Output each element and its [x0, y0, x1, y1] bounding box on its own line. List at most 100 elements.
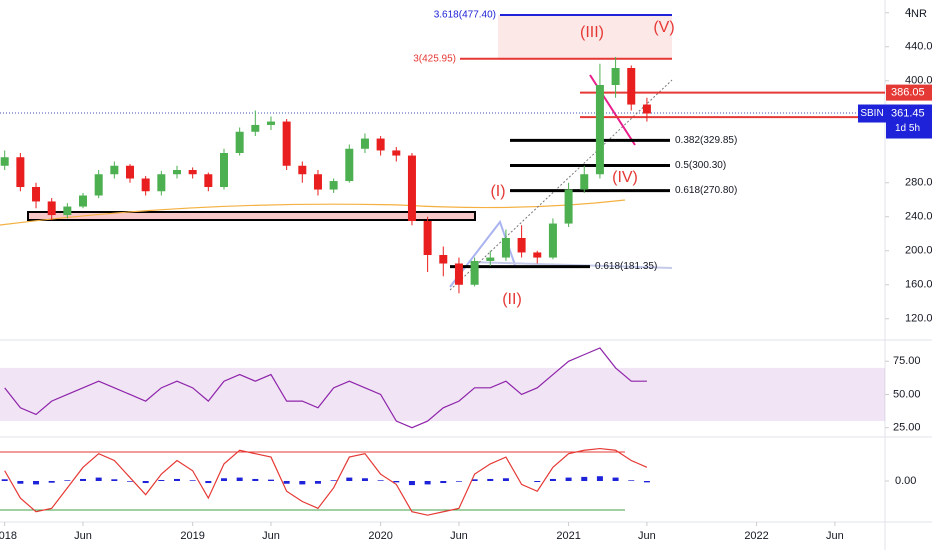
- candle-body: [627, 68, 636, 105]
- candle-body: [110, 165, 119, 175]
- histogram-bar: [17, 481, 24, 484]
- histogram-bar: [158, 479, 165, 481]
- candle-body: [47, 201, 56, 216]
- histogram-bar: [299, 481, 306, 485]
- fib-label: 3(425.95): [413, 53, 456, 64]
- histogram-bar: [80, 478, 87, 481]
- candle-body: [564, 189, 573, 224]
- candle-body: [517, 238, 526, 253]
- candle-body: [173, 170, 181, 175]
- histogram-bar: [471, 479, 478, 481]
- wave-label: (V): [653, 19, 674, 36]
- x-tick-label: 2018: [0, 530, 17, 542]
- candle-body: [611, 68, 620, 85]
- histogram-bar: [220, 478, 227, 481]
- y-tick-label: 50.00: [893, 388, 921, 400]
- x-tick-label: Jun: [826, 530, 844, 542]
- candle-body: [439, 255, 448, 264]
- histogram-bar: [314, 481, 321, 484]
- histogram-bar: [236, 477, 243, 481]
- price-tag-label: 386.05: [891, 87, 925, 99]
- y-tick-label: 200.00: [905, 245, 932, 257]
- candle-body: [157, 174, 166, 192]
- candle-body: [345, 148, 354, 182]
- x-tick-label: Jun: [450, 530, 468, 542]
- histogram-bar: [48, 481, 55, 483]
- candle-body: [282, 121, 291, 166]
- y-tick-label: 75.00: [893, 355, 921, 367]
- histogram-bar: [455, 481, 462, 482]
- histogram-bar: [487, 478, 494, 481]
- candle-body: [16, 157, 25, 187]
- histogram-bar: [408, 481, 415, 486]
- y-tick-label: 25.00: [893, 422, 921, 434]
- x-tick-label: Jun: [74, 530, 92, 542]
- x-tick-label: 2022: [744, 530, 768, 542]
- candle-body: [141, 178, 150, 192]
- countdown: 1d 5h: [895, 123, 920, 134]
- wave-label: (IV): [612, 169, 638, 186]
- histogram-bar: [502, 478, 509, 481]
- y-tick-label: 280.00: [905, 177, 932, 189]
- candle-body: [251, 124, 260, 132]
- fib-label: 0.382(329.85): [675, 135, 737, 146]
- moving-average: [0, 199, 626, 226]
- x-tick-label: 2021: [556, 530, 580, 542]
- candle-body: [548, 223, 557, 258]
- candle-body: [63, 206, 72, 216]
- x-tick-label: Jun: [262, 530, 280, 542]
- wave-label: (II): [502, 291, 522, 308]
- last-price-tag: [886, 104, 932, 139]
- candle-body: [501, 238, 510, 258]
- candle-body: [376, 138, 385, 151]
- fib-label: 0.618(181.35): [595, 261, 657, 272]
- x-tick-label: 2019: [180, 530, 204, 542]
- candle-body: [235, 131, 244, 153]
- fib-label: 3.618(477.40): [434, 10, 496, 21]
- y-tick-label: 240.00: [905, 211, 932, 223]
- osc-line: [4, 447, 648, 516]
- y-tick-label: 400.00: [905, 75, 932, 87]
- candle-body: [204, 174, 213, 187]
- histogram-bar: [581, 476, 588, 481]
- histogram-bar: [1, 479, 8, 481]
- candle-body: [392, 150, 401, 156]
- histogram-bar: [95, 477, 102, 481]
- candle-body: [298, 165, 307, 175]
- histogram-bar: [612, 477, 619, 481]
- candle-body: [595, 85, 604, 175]
- fib-label: 0.618(270.80): [675, 185, 737, 196]
- histogram-bar: [330, 480, 337, 481]
- candle-body: [94, 174, 103, 196]
- symbol-tag: [858, 104, 886, 123]
- x-tick-label: 2020: [368, 530, 392, 542]
- histogram-bar: [33, 481, 40, 485]
- candle-body: [580, 174, 589, 190]
- histogram-bar: [205, 481, 212, 484]
- histogram-bar: [111, 479, 118, 481]
- x-tick-label: Jun: [638, 530, 656, 542]
- price-tag: [886, 84, 932, 101]
- histogram-bar: [127, 481, 134, 482]
- histogram-bar: [64, 480, 71, 481]
- candle-body: [188, 170, 197, 175]
- histogram-bar: [174, 478, 180, 481]
- candle-body: [329, 181, 338, 190]
- histogram-bar: [534, 481, 541, 483]
- candle-body: [32, 187, 41, 202]
- candle-body: [219, 153, 228, 187]
- histogram-bar: [440, 481, 447, 484]
- wave-label: (III): [580, 24, 604, 41]
- trend-line: [449, 79, 673, 291]
- histogram-bar: [596, 476, 603, 481]
- histogram-bar: [628, 480, 635, 481]
- y-tick-label: 0.00: [895, 475, 916, 487]
- histogram-bar: [393, 481, 400, 483]
- histogram-bar: [142, 481, 149, 484]
- rsi-line: [4, 347, 647, 429]
- histogram-bar: [361, 478, 368, 481]
- candle-body: [423, 221, 432, 255]
- candle-body: [79, 195, 88, 207]
- fib-label: 0.5(300.30): [675, 160, 726, 171]
- y-tick-label: 4: [905, 7, 911, 19]
